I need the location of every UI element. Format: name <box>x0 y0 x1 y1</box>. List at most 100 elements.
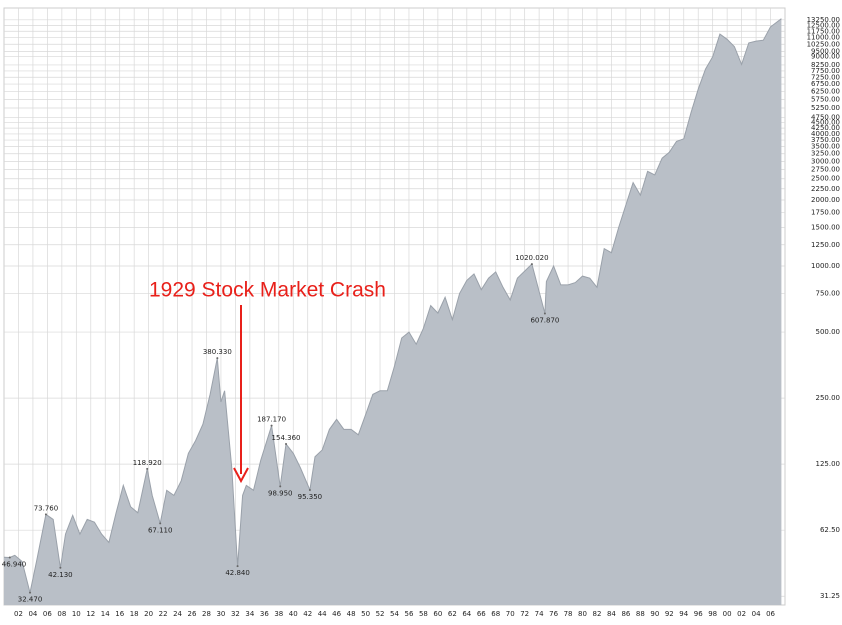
x-tick-label: 16 <box>115 610 124 618</box>
point-label: 187.170 <box>257 416 286 424</box>
point-marker <box>146 467 149 470</box>
y-tick-label: 12500.00 <box>807 21 840 29</box>
point-marker <box>270 424 273 427</box>
y-tick-label: 125.00 <box>816 460 841 468</box>
x-tick-label: 02 <box>14 610 23 618</box>
y-tick-label: 3250.00 <box>811 150 840 158</box>
y-tick-label: 5250.00 <box>811 104 840 112</box>
y-tick-label: 7250.00 <box>811 73 840 81</box>
y-tick-label: 4500.00 <box>811 119 840 127</box>
x-tick-label: 54 <box>390 610 399 618</box>
y-tick-label: 1750.00 <box>811 209 840 217</box>
point-marker <box>159 522 162 525</box>
x-tick-label: 94 <box>679 610 688 618</box>
x-tick-label: 34 <box>245 610 254 618</box>
x-tick-label: 78 <box>564 610 573 618</box>
area-edge <box>3 18 782 593</box>
y-tick-label: 2500.00 <box>811 175 840 183</box>
y-tick-label: 2250.00 <box>811 185 840 193</box>
y-tick-label: 8250.00 <box>811 61 840 69</box>
y-tick-label: 5750.00 <box>811 95 840 103</box>
y-tick-label: 10250.00 <box>807 40 840 48</box>
point-marker <box>216 357 219 360</box>
x-tick-label: 98 <box>708 610 717 618</box>
y-tick-label: 11000.00 <box>807 34 840 42</box>
x-tick-label: 08 <box>57 610 66 618</box>
x-tick-label: 92 <box>665 610 674 618</box>
point-label: 42.840 <box>225 569 250 577</box>
x-tick-label: 24 <box>173 610 182 618</box>
y-tick-label: 4000.00 <box>811 130 840 138</box>
point-marker <box>543 312 546 315</box>
point-label: 1020.020 <box>515 254 548 262</box>
x-tick-label: 14 <box>101 610 110 618</box>
x-tick-label: 38 <box>274 610 283 618</box>
x-tick-label: 82 <box>593 610 602 618</box>
x-tick-label: 52 <box>376 610 385 618</box>
y-tick-label: 1500.00 <box>811 223 840 231</box>
y-tick-label: 31.25 <box>820 592 840 600</box>
point-label: 42.130 <box>48 571 73 579</box>
point-marker <box>236 565 239 568</box>
x-tick-label: 70 <box>506 610 515 618</box>
point-marker <box>530 263 533 266</box>
area <box>4 18 782 605</box>
x-tick-label: 40 <box>289 610 298 618</box>
x-tick-label: 32 <box>231 610 240 618</box>
y-tick-label: 3750.00 <box>811 136 840 144</box>
point-marker <box>44 513 47 516</box>
point-marker <box>59 566 62 569</box>
y-tick-label: 2750.00 <box>811 166 840 174</box>
x-tick-label: 12 <box>86 610 95 618</box>
point-marker <box>308 488 311 491</box>
point-label: 73.760 <box>34 504 59 512</box>
y-tick-label: 6750.00 <box>811 80 840 88</box>
x-tick-label: 96 <box>694 610 703 618</box>
y-tick-label: 3500.00 <box>811 143 840 151</box>
x-tick-label: 76 <box>549 610 558 618</box>
x-tick-label: 06 <box>43 610 52 618</box>
y-tick-label: 500.00 <box>816 328 841 336</box>
x-tick-label: 58 <box>419 610 428 618</box>
annotation: 1929 Stock Market Crash <box>149 279 386 302</box>
point-marker <box>8 556 11 559</box>
y-tick-label: 62.50 <box>820 526 840 534</box>
labels: 31.25 62.50 125.00 250.00 500.00 750.00 1000.0… <box>2 16 840 618</box>
point-marker <box>29 591 32 594</box>
x-tick-label: 30 <box>216 610 225 618</box>
x-tick-label: 88 <box>636 610 645 618</box>
x-tick-label: 72 <box>520 610 529 618</box>
x-tick-label: 10 <box>72 610 81 618</box>
x-tick-label: 04 <box>28 610 37 618</box>
y-tick-label: 13250.00 <box>807 16 840 24</box>
x-tick-label: 74 <box>535 610 544 618</box>
x-tick-label: 26 <box>188 610 197 618</box>
y-tick-label: 3000.00 <box>811 157 840 165</box>
x-tick-label: 66 <box>477 610 486 618</box>
x-tick-label: 04 <box>752 610 761 618</box>
annotation-arrowhead <box>233 467 249 484</box>
x-tick-label: 20 <box>144 610 153 618</box>
y-tick-label: 2000.00 <box>811 196 840 204</box>
point-label: 95.350 <box>298 493 323 501</box>
x-tick-label: 84 <box>607 610 616 618</box>
y-tick-label: 9500.00 <box>811 48 840 56</box>
x-tick-label: 42 <box>303 610 312 618</box>
point-label: 32.470 <box>18 596 43 604</box>
point-label: 67.110 <box>148 526 173 534</box>
x-tick-label: 02 <box>737 610 746 618</box>
point-marker <box>285 443 288 446</box>
y-tick-label: 4250.00 <box>811 124 840 132</box>
x-tick-label: 06 <box>766 610 775 618</box>
point-label: 154.360 <box>272 434 301 442</box>
x-tick-label: 50 <box>361 610 370 618</box>
plot <box>3 18 782 605</box>
x-tick-label: 36 <box>260 610 269 618</box>
point-label: 46.940 <box>2 560 27 568</box>
x-tick-label: 80 <box>578 610 587 618</box>
x-tick-label: 28 <box>202 610 211 618</box>
y-tick-label: 750.00 <box>816 289 841 297</box>
y-tick-label: 11750.00 <box>807 27 840 35</box>
point-label: 98.950 <box>268 489 293 497</box>
